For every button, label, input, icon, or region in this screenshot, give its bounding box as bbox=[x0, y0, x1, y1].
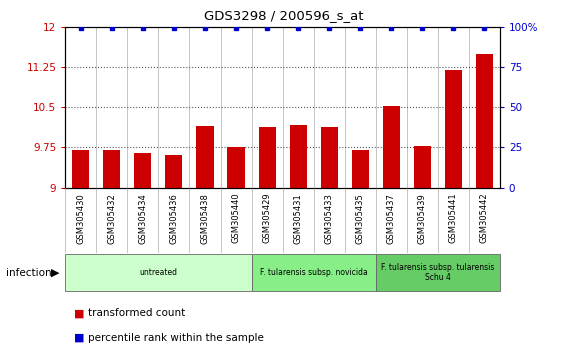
FancyBboxPatch shape bbox=[252, 254, 375, 291]
Bar bbox=[165, 155, 182, 188]
Text: GSM305439: GSM305439 bbox=[417, 193, 427, 244]
Bar bbox=[197, 126, 214, 188]
Bar bbox=[72, 150, 89, 188]
Bar bbox=[103, 150, 120, 188]
Text: percentile rank within the sample: percentile rank within the sample bbox=[88, 333, 264, 343]
Text: GSM305442: GSM305442 bbox=[480, 193, 489, 244]
Bar bbox=[135, 153, 152, 188]
Text: transformed count: transformed count bbox=[88, 308, 185, 318]
Text: ▶: ▶ bbox=[52, 268, 60, 278]
Text: GSM305440: GSM305440 bbox=[232, 193, 240, 244]
Text: GSM305438: GSM305438 bbox=[201, 193, 210, 244]
Bar bbox=[445, 69, 462, 188]
Text: GSM305436: GSM305436 bbox=[169, 193, 178, 244]
Bar bbox=[290, 125, 307, 188]
Text: GSM305437: GSM305437 bbox=[387, 193, 396, 244]
Text: GSM305434: GSM305434 bbox=[139, 193, 148, 244]
Text: GSM305429: GSM305429 bbox=[262, 193, 272, 244]
Text: GDS3298 / 200596_s_at: GDS3298 / 200596_s_at bbox=[204, 9, 364, 22]
FancyBboxPatch shape bbox=[375, 254, 500, 291]
Bar bbox=[258, 127, 275, 188]
Bar bbox=[476, 55, 493, 188]
Bar bbox=[228, 147, 245, 188]
Bar bbox=[320, 127, 337, 188]
Text: GSM305433: GSM305433 bbox=[325, 193, 333, 244]
Bar bbox=[383, 106, 400, 188]
Bar bbox=[352, 150, 369, 188]
Text: GSM305432: GSM305432 bbox=[107, 193, 116, 244]
FancyBboxPatch shape bbox=[65, 254, 252, 291]
Text: ■: ■ bbox=[74, 308, 84, 318]
Bar bbox=[414, 146, 431, 188]
Text: GSM305430: GSM305430 bbox=[76, 193, 85, 244]
Text: F. tularensis subsp. tularensis
Schu 4: F. tularensis subsp. tularensis Schu 4 bbox=[381, 263, 495, 282]
Text: GSM305431: GSM305431 bbox=[294, 193, 303, 244]
Text: GSM305441: GSM305441 bbox=[449, 193, 458, 244]
Text: ■: ■ bbox=[74, 333, 84, 343]
Text: infection: infection bbox=[6, 268, 51, 278]
Text: GSM305435: GSM305435 bbox=[356, 193, 365, 244]
Text: F. tularensis subsp. novicida: F. tularensis subsp. novicida bbox=[260, 268, 367, 277]
Text: untreated: untreated bbox=[139, 268, 177, 277]
